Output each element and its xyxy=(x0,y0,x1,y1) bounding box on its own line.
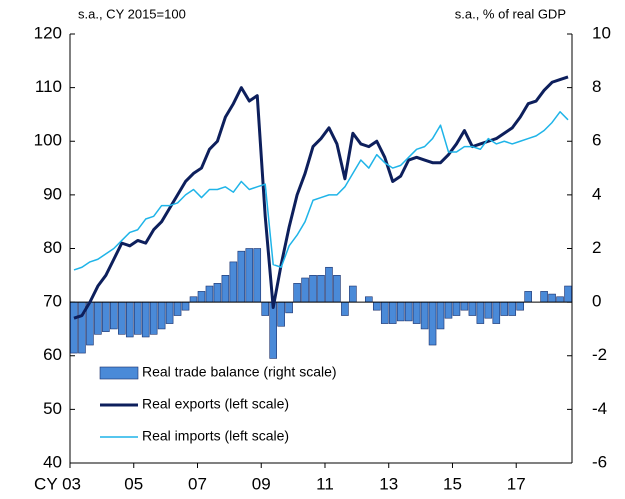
y-tick-label: 40 xyxy=(43,452,62,471)
bar xyxy=(229,261,238,303)
bar xyxy=(333,275,341,303)
bar xyxy=(548,293,556,303)
bar xyxy=(524,291,532,303)
bar xyxy=(365,296,373,303)
bar xyxy=(468,301,477,316)
bar xyxy=(213,283,222,303)
bar xyxy=(500,301,509,316)
subtitle-right: s.a., % of real GDP xyxy=(455,6,566,21)
legend-swatch xyxy=(99,366,139,380)
x-tick-label: 11 xyxy=(316,474,334,493)
y2-tick-label: 8 xyxy=(592,77,601,96)
bar xyxy=(149,301,158,335)
bar xyxy=(157,301,166,330)
bar xyxy=(412,301,421,324)
bar xyxy=(165,301,174,324)
subtitle-left: s.a., CY 2015=100 xyxy=(78,6,186,21)
bar xyxy=(189,296,198,303)
y2-tick-label: 4 xyxy=(592,184,601,203)
y-tick-label: 60 xyxy=(43,345,62,364)
x-tick-label: 17 xyxy=(507,474,526,493)
line xyxy=(73,111,569,271)
bar xyxy=(396,301,405,322)
bar xyxy=(173,301,182,316)
bar xyxy=(253,248,262,303)
bar xyxy=(118,301,126,335)
y2-tick-label: 6 xyxy=(592,131,601,150)
bar xyxy=(516,301,524,311)
bar xyxy=(293,283,301,303)
bar xyxy=(102,301,110,332)
bar xyxy=(420,301,429,330)
y2-tick-label: -4 xyxy=(592,399,607,418)
legend-label: Real imports (left scale) xyxy=(142,428,289,444)
bar xyxy=(325,266,333,303)
bar xyxy=(317,275,325,303)
y-tick-label: 110 xyxy=(35,77,62,96)
bar xyxy=(301,277,309,303)
y2-tick-label: 0 xyxy=(592,292,601,311)
bar xyxy=(404,301,413,322)
bar xyxy=(380,301,389,324)
bar xyxy=(269,301,277,359)
bar xyxy=(181,301,190,311)
bar xyxy=(564,285,572,303)
bar xyxy=(125,301,134,338)
bar xyxy=(277,301,285,327)
legend-label: Real exports (left scale) xyxy=(142,396,289,412)
y-tick-label: 70 xyxy=(43,292,62,311)
bar xyxy=(444,301,453,319)
bar xyxy=(484,301,493,319)
x-tick-label: 15 xyxy=(443,474,462,493)
bar xyxy=(372,301,381,311)
y-tick-label: 80 xyxy=(43,238,62,257)
bar xyxy=(476,301,485,324)
x-tick-label: 05 xyxy=(124,474,143,493)
bar xyxy=(285,301,293,314)
bar xyxy=(94,301,102,335)
bar xyxy=(428,301,437,346)
x-tick-label: 09 xyxy=(252,474,271,493)
bar xyxy=(205,285,214,303)
x-tick-label: 07 xyxy=(188,474,207,493)
bar xyxy=(388,301,397,324)
bar xyxy=(492,301,501,324)
bar xyxy=(349,285,357,303)
bar xyxy=(556,296,564,303)
bar xyxy=(141,301,150,338)
bar xyxy=(221,275,230,303)
x-tick-label: CY 03 xyxy=(34,474,81,493)
bar xyxy=(197,291,206,303)
bar xyxy=(540,291,548,303)
bar xyxy=(436,301,445,330)
y2-tick-label: -2 xyxy=(592,345,607,364)
bar xyxy=(309,275,317,303)
y-tick-label: 120 xyxy=(34,23,62,42)
bar xyxy=(452,301,461,316)
y2-tick-label: -6 xyxy=(592,452,607,471)
y-tick-label: 100 xyxy=(34,131,62,150)
y2-tick-label: 2 xyxy=(592,238,601,257)
bar xyxy=(133,301,142,335)
legend-label: Real trade balance (right scale) xyxy=(142,364,337,380)
bar xyxy=(341,301,349,316)
bar xyxy=(508,301,517,316)
bar xyxy=(110,301,118,330)
x-tick-label: 13 xyxy=(379,474,398,493)
y-tick-label: 90 xyxy=(43,184,62,203)
y2-tick-label: 10 xyxy=(592,23,611,42)
bar xyxy=(237,250,246,303)
y-tick-label: 50 xyxy=(43,399,62,418)
bar xyxy=(245,248,254,303)
bar xyxy=(261,301,270,316)
bar xyxy=(460,301,469,311)
bar xyxy=(70,301,78,354)
